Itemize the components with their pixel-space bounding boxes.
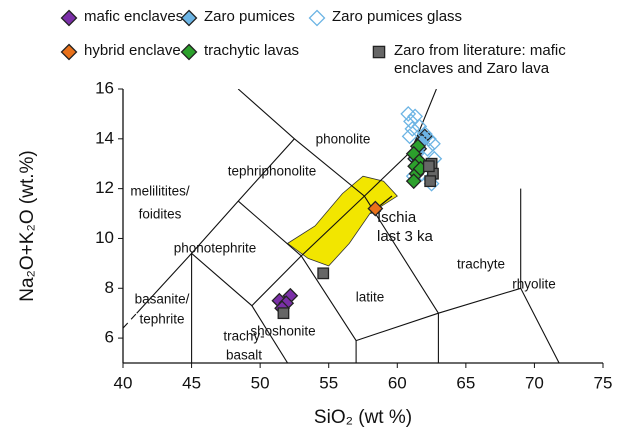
point <box>407 108 424 125</box>
legend-item: trachytic lavas <box>180 42 299 61</box>
legend-marker <box>60 9 78 27</box>
point <box>405 173 422 190</box>
point <box>400 105 417 122</box>
field-label: tephriphonolite <box>228 164 317 179</box>
boundary <box>251 305 289 363</box>
x-tick-label: 75 <box>594 373 613 392</box>
x-tick-label: 55 <box>319 373 338 392</box>
x-tick-label: 45 <box>182 373 201 392</box>
field-label: phonolite <box>316 132 371 147</box>
boundary <box>237 200 302 257</box>
y-tick-label: 16 <box>95 78 114 97</box>
annotation: last 3 ka <box>377 228 434 245</box>
x-axis-label: SiO₂ (wt %) <box>314 407 412 428</box>
field-label: basalt <box>226 348 262 363</box>
legend-symbol <box>60 43 78 61</box>
legend-item: Zaro pumices glass <box>308 8 462 27</box>
y-tick-label: 8 <box>105 278 114 297</box>
field-label: tephrite <box>139 312 184 327</box>
legend-label: hybrid enclave <box>84 42 181 59</box>
legend-symbol <box>60 9 78 27</box>
point <box>404 120 421 137</box>
y-tick-label: 10 <box>95 228 114 247</box>
tas-fields <box>123 89 560 363</box>
legend-marker <box>372 45 386 59</box>
point <box>317 267 330 280</box>
point <box>401 128 418 145</box>
boundary <box>136 89 296 314</box>
field-label: rhyolite <box>512 277 556 292</box>
boundary <box>191 89 437 363</box>
annotation: Ischia <box>377 209 417 226</box>
legend-marker <box>180 43 198 61</box>
points <box>271 105 443 320</box>
legend-label: Zaro from literature: mafic enclaves and… <box>394 42 566 77</box>
x-tick-label: 50 <box>251 373 270 392</box>
point <box>367 200 384 217</box>
legend-symbol <box>372 45 386 59</box>
field-label: foidites <box>139 207 182 222</box>
field-label: latite <box>356 290 385 305</box>
point <box>277 307 290 320</box>
point <box>422 160 435 173</box>
legend-label: trachytic lavas <box>204 42 300 59</box>
legend-item: Zaro pumices <box>180 8 295 27</box>
y-tick-label: 12 <box>95 178 114 197</box>
legend-label: mafic enclaves <box>84 8 184 25</box>
legend-symbol <box>308 9 326 27</box>
boundary <box>123 312 138 329</box>
field-label: trachyte <box>457 257 505 272</box>
legend-marker <box>308 9 326 27</box>
y-tick-label: 14 <box>95 128 114 147</box>
x-tick-label: 70 <box>525 373 544 392</box>
legend-symbol <box>180 43 198 61</box>
field-label: trachy- <box>223 329 264 344</box>
x-tick-label: 60 <box>388 373 407 392</box>
legend-item: mafic enclaves <box>60 8 183 27</box>
x-tick-label: 65 <box>456 373 475 392</box>
legend-symbol <box>180 9 198 27</box>
legend-label: Zaro pumices glass <box>332 8 463 25</box>
field-label: shoshonite <box>250 324 315 339</box>
field-label: phonotephrite <box>174 241 257 256</box>
x-tick-label: 40 <box>114 373 133 392</box>
point <box>403 113 419 130</box>
legend-label: Zaro pumices <box>204 8 295 25</box>
legend-marker <box>60 43 78 61</box>
field-label: basanite/ <box>135 292 190 307</box>
point <box>411 118 428 135</box>
point <box>424 175 437 188</box>
y-tick-label: 6 <box>105 328 114 347</box>
y-axis-label: Na₂O+K₂O (wt.%) <box>17 150 38 301</box>
legend-item: hybrid enclave <box>60 42 181 61</box>
boundary <box>294 138 439 314</box>
field-label: melilitites/ <box>130 184 190 199</box>
legend-item: Zaro from literature: mafic enclaves and… <box>370 42 590 78</box>
legend-marker <box>180 9 198 27</box>
